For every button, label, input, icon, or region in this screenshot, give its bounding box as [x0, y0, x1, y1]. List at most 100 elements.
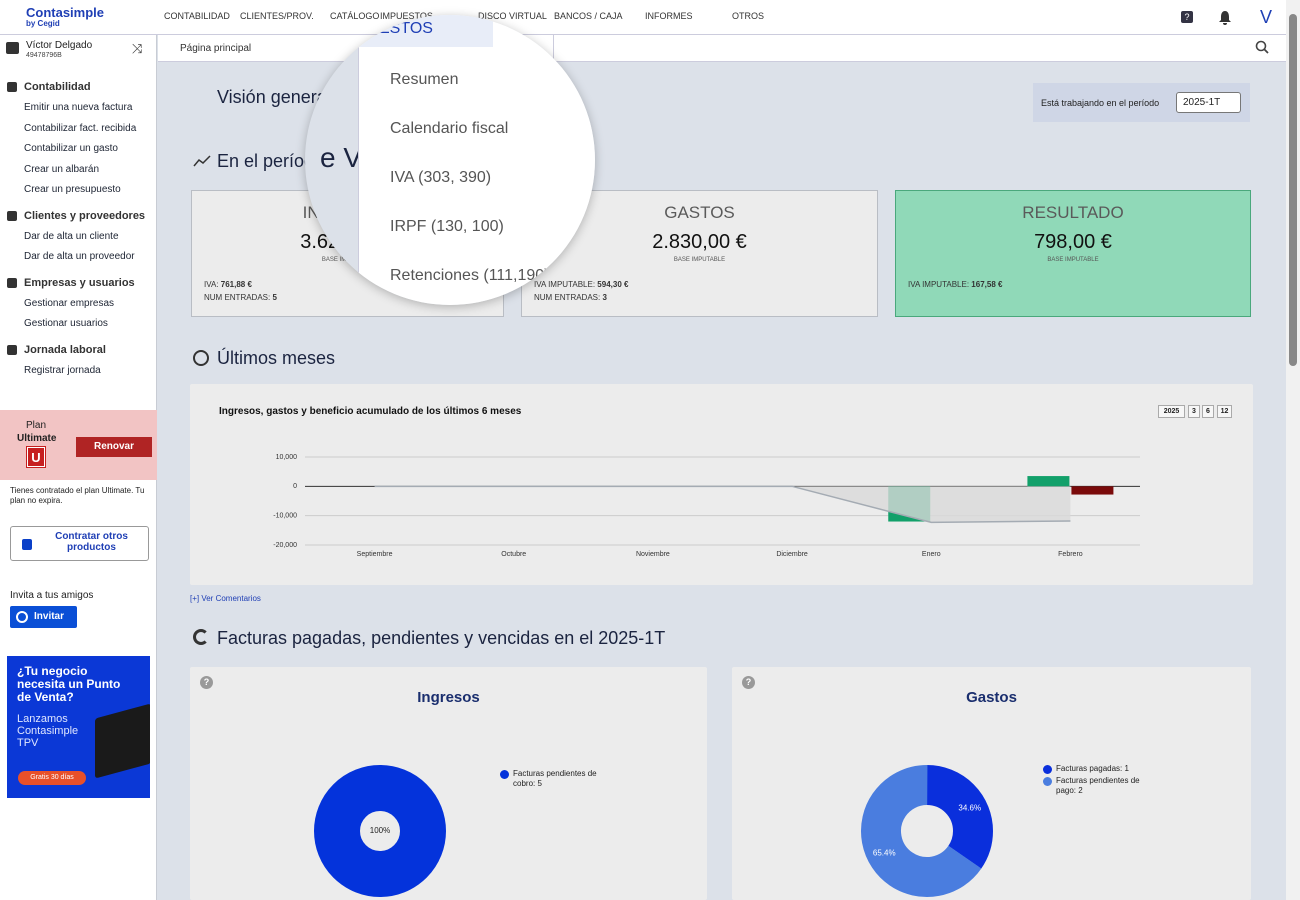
chart-card: Ingresos, gastos y beneficio acumulado d…: [190, 384, 1253, 585]
help-icon[interactable]: ?: [200, 676, 213, 689]
pie-title: Gastos: [966, 689, 1017, 706]
plan-note: Tienes contratado el plan Ultimate. Tu p…: [10, 486, 145, 505]
menu-item[interactable]: Calendario fiscal: [390, 120, 509, 137]
help-icon[interactable]: ?: [742, 676, 755, 689]
chart-title: Ingresos, gastos y beneficio acumulado d…: [219, 406, 522, 417]
menu-item[interactable]: Resumen: [390, 71, 459, 88]
range-button[interactable]: 2025: [1158, 405, 1185, 418]
plan-box: Plan Ultimate U Renovar: [0, 410, 157, 480]
pos-device: [95, 703, 150, 779]
legend-dot: [500, 770, 509, 779]
detail-value: 3: [602, 293, 607, 302]
menu-title: IMPUESTOS: [339, 15, 493, 47]
ad-cta: Gratis 30 días: [18, 771, 86, 785]
sidebar-link[interactable]: Gestionar usuarios: [24, 318, 108, 329]
sidebar-link[interactable]: Gestionar empresas: [24, 297, 115, 309]
bell-icon[interactable]: [1218, 10, 1232, 25]
period-select[interactable]: 2025-1T: [1176, 92, 1241, 113]
magnifier: e Víc IMPUESTOS Resumen Calendario fiscal IV…: [305, 15, 595, 305]
months-icon: [193, 350, 209, 366]
nav-item[interactable]: CATÁLOGO: [330, 11, 380, 21]
sidebar-link[interactable]: Emitir una nueva factura: [24, 102, 133, 113]
x-tick-label: Diciembre: [776, 551, 808, 558]
area-fill: [374, 486, 1071, 523]
sidebar-link[interactable]: Dar de alta un proveedor: [24, 251, 135, 262]
detail-value: 594,30 €: [597, 280, 629, 289]
legend-dot: [1043, 765, 1052, 774]
sidebar-link[interactable]: Crear un presupuesto: [24, 184, 121, 195]
sidebar-link[interactable]: Crear un albarán: [24, 163, 100, 175]
legend-text: Facturas pendientes de pago: 2: [1056, 776, 1140, 795]
nav-item[interactable]: INFORMES: [645, 11, 693, 21]
help-icon[interactable]: ?: [1181, 11, 1193, 23]
card-detail: NUM ENTRADAS: 5: [204, 293, 277, 302]
bar: [1071, 486, 1114, 495]
y-tick-label: -10,000: [273, 513, 297, 520]
y-tick-label: 10,000: [276, 454, 298, 461]
ad-banner[interactable]: ¿Tu negocio necesita un Punto de Venta? L…: [7, 656, 150, 798]
ad-headline: ¿Tu negocio necesita un Punto de Venta?: [17, 664, 121, 704]
card-detail: IVA: 761,88 €: [204, 280, 252, 289]
invoices-title: Facturas pagadas, pendientes y vencidas …: [217, 628, 666, 648]
more-button[interactable]: Contratar otros productos: [10, 526, 149, 561]
search-icon[interactable]: [1255, 40, 1269, 54]
range-button[interactable]: 12: [1217, 405, 1232, 418]
detail-value: 167,58 €: [971, 280, 1003, 289]
invite-button[interactable]: Invitar: [10, 606, 77, 628]
x-tick-label: Enero: [922, 551, 941, 558]
menu-item[interactable]: Retenciones (111,190): [390, 267, 550, 284]
x-tick-label: Febrero: [1058, 551, 1083, 558]
x-tick-label: Noviembre: [636, 551, 670, 558]
section-icon: [7, 210, 17, 221]
plan-badge: U: [26, 446, 46, 468]
sidebar: Víctor Delgado 49478796B ⤨ Contabilidad E…: [0, 35, 157, 900]
slice-label: 100%: [370, 826, 390, 835]
top-bar: Contasimple by Cegid ? V CONTABILIDAD CLI…: [0, 0, 1286, 35]
pie-chart: 34.6% 65.4%: [861, 765, 993, 897]
pie-chart: 100%: [314, 765, 446, 897]
card-base: BASE IMPUTABLE: [673, 257, 726, 263]
user-initial[interactable]: V: [1260, 7, 1273, 27]
globe-icon: [16, 611, 28, 623]
sidebar-link[interactable]: Contabilizar un gasto: [24, 143, 118, 154]
nav-item[interactable]: OTROS: [732, 11, 765, 21]
nav-item[interactable]: CLIENTES/PROV.: [240, 11, 314, 21]
user-id: 49478796B: [26, 52, 62, 59]
invoices-icon: [193, 629, 209, 645]
y-tick-label: 0: [293, 483, 297, 490]
tab-bar: Página principal: [158, 35, 1286, 62]
comments-link[interactable]: [+] Ver Comentarios: [190, 594, 261, 603]
renew-button[interactable]: Renovar: [76, 437, 152, 457]
sidebar-link[interactable]: Dar de alta un cliente: [24, 230, 119, 242]
section-icon: [7, 277, 17, 288]
sidebar-link[interactable]: Registrar jornada: [24, 364, 101, 376]
card-title: GASTOS: [664, 203, 735, 222]
pie-slice: [314, 765, 446, 897]
user-name[interactable]: Víctor Delgado: [26, 40, 93, 51]
bar: [1027, 476, 1070, 487]
detail-label: IVA IMPUTABLE:: [908, 280, 970, 289]
scrollbar: [1286, 0, 1300, 900]
logo[interactable]: Contasimple: [26, 5, 105, 20]
detail-label: IVA:: [204, 280, 219, 289]
nav-item[interactable]: CONTABILIDAD: [164, 11, 230, 21]
section-title: Contabilidad: [24, 81, 91, 93]
switch-icon[interactable]: ⤨: [132, 41, 143, 56]
detail-value: 761,88 €: [220, 280, 252, 289]
range-button[interactable]: 3: [1188, 405, 1200, 418]
dropdown-menu: IMPUESTOS Resumen Calendario fiscal IVA (30…: [339, 15, 595, 305]
menu-item[interactable]: IRPF (130, 100): [390, 218, 504, 235]
logo-sub: by Cegid: [26, 19, 60, 28]
plan-name: Ultimate: [17, 433, 57, 444]
menu-item[interactable]: IVA (303, 390): [390, 169, 492, 186]
sidebar-link[interactable]: Contabilizar fact. recibida: [24, 122, 137, 134]
overview-title: Visión general: [217, 87, 331, 107]
slice-label: 34.6%: [958, 804, 981, 813]
invite-text: Invita a tus amigos: [10, 590, 94, 601]
pie-card: ? Gastos 34.6% 65.4% Facturas pagadas: 1 Fact…: [732, 667, 1251, 900]
period-box: Está trabajando en el período 2025-1T: [1033, 83, 1250, 122]
range-button[interactable]: 6: [1202, 405, 1214, 418]
pie-title: Ingresos: [417, 689, 480, 706]
section-title: Clientes y proveedores: [24, 209, 146, 222]
